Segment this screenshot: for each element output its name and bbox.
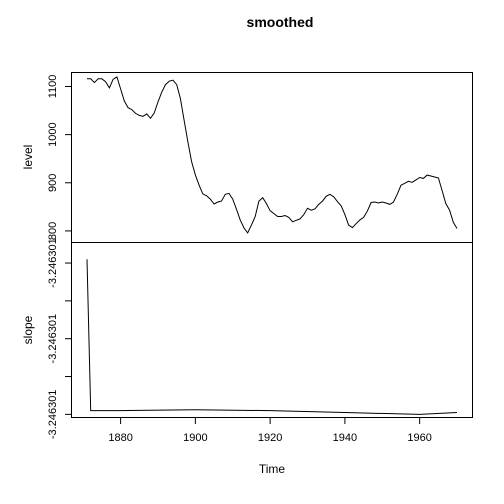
x-tick-label: 1900 [183,432,207,444]
level-y-tick-label: 900 [47,174,59,192]
slope-y-tick-label: -3.246301 [47,390,59,440]
x-axis-label: Time [259,462,286,476]
x-tick-label: 1940 [333,432,357,444]
level-y-tick-label: 1100 [47,75,59,99]
panel-level-frame [71,72,473,243]
slope-series-line [86,259,458,415]
chart-title: smoothed [247,14,314,30]
x-tick-label: 1920 [258,432,282,444]
level-series-line [87,76,458,234]
y-axis-label-slope: slope [21,315,35,344]
slope-y-tick-label: -3.246301 [47,238,59,288]
panel-slope-frame [71,242,473,418]
level-y-tick-label: 800 [47,222,59,240]
x-tick-label: 1880 [108,432,132,444]
slope-y-tick-label: -3.246301 [47,314,59,364]
y-axis-label-level: level [21,145,35,170]
x-tick-label: 1960 [407,432,431,444]
level-y-tick-label: 1000 [47,122,59,146]
